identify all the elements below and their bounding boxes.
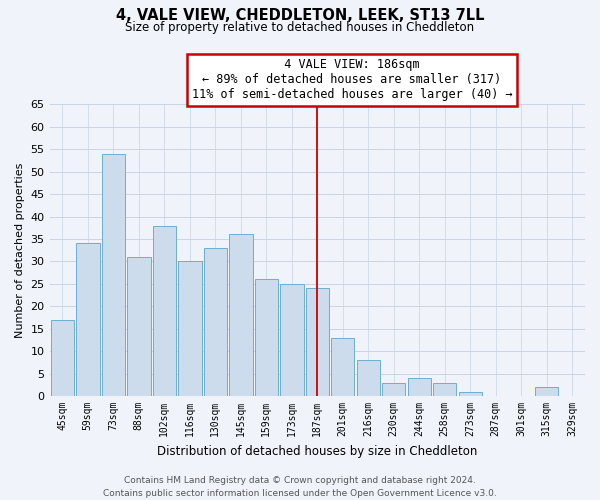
- Bar: [458, 392, 482, 396]
- Bar: [305, 288, 329, 396]
- Bar: [356, 360, 380, 396]
- Bar: [254, 280, 278, 396]
- Y-axis label: Number of detached properties: Number of detached properties: [15, 162, 25, 338]
- Text: Size of property relative to detached houses in Cheddleton: Size of property relative to detached ho…: [125, 21, 475, 34]
- X-axis label: Distribution of detached houses by size in Cheddleton: Distribution of detached houses by size …: [157, 444, 478, 458]
- Bar: [280, 284, 304, 396]
- Text: 4 VALE VIEW: 186sqm  
← 89% of detached houses are smaller (317)
11% of semi-det: 4 VALE VIEW: 186sqm ← 89% of detached ho…: [192, 58, 512, 102]
- Bar: [50, 320, 74, 396]
- Bar: [535, 387, 559, 396]
- Text: Contains HM Land Registry data © Crown copyright and database right 2024.
Contai: Contains HM Land Registry data © Crown c…: [103, 476, 497, 498]
- Bar: [203, 248, 227, 396]
- Bar: [127, 257, 151, 396]
- Bar: [178, 262, 202, 396]
- Bar: [331, 338, 355, 396]
- Bar: [76, 244, 100, 396]
- Text: 4, VALE VIEW, CHEDDLETON, LEEK, ST13 7LL: 4, VALE VIEW, CHEDDLETON, LEEK, ST13 7LL: [116, 8, 484, 22]
- Bar: [152, 226, 176, 396]
- Bar: [407, 378, 431, 396]
- Bar: [382, 382, 406, 396]
- Bar: [229, 234, 253, 396]
- Bar: [433, 382, 457, 396]
- Bar: [101, 154, 125, 396]
